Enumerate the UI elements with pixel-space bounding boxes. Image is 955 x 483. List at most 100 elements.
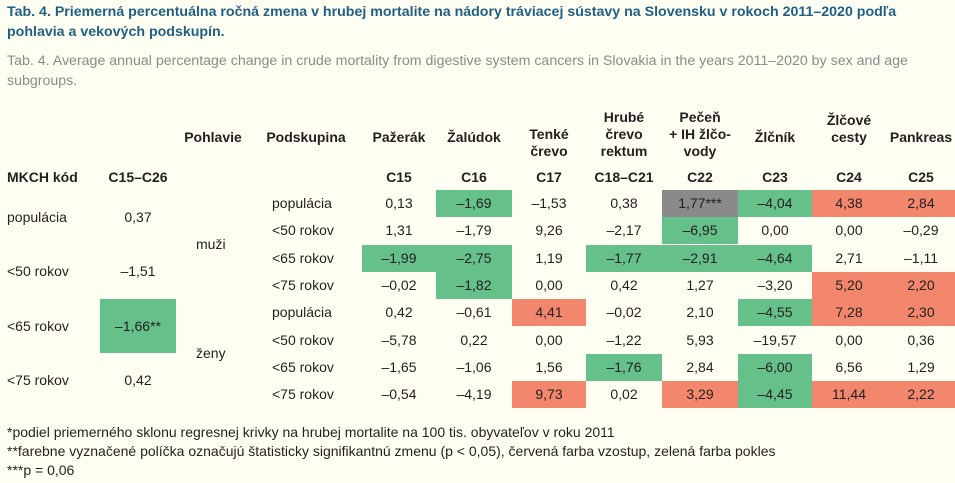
subgroup-label: <50 rokov	[272, 332, 334, 348]
table-cell: –2,17	[606, 222, 642, 238]
code-label: MKCH kód	[7, 169, 78, 185]
table-cell: 0,00	[835, 332, 863, 348]
table-cell: 2,20	[886, 272, 955, 299]
table-cell: –0,29	[903, 222, 939, 238]
table-cell: 1,29	[907, 359, 935, 375]
table-cell: 2,71	[835, 250, 863, 266]
table-cell: 6,56	[835, 359, 863, 375]
table-cell: –6,00	[738, 354, 812, 381]
table-cell: 1,77***	[662, 190, 738, 217]
left-row-label: populácia	[7, 209, 67, 225]
table-title-en: Tab. 4. Average annual percentage change…	[7, 53, 908, 89]
table-cell: –1,69	[436, 190, 512, 217]
header-podskupina: Podskupina	[266, 129, 346, 145]
table-cell: 2,84	[686, 359, 714, 375]
footnote: ***p = 0,06	[7, 462, 75, 478]
sex-female-label: ženy	[196, 345, 226, 361]
table-cell: –4,19	[456, 386, 492, 402]
code-c23: C23	[762, 169, 788, 185]
table-cell: –4,55	[738, 299, 812, 326]
table-cell: –1,77	[586, 245, 662, 272]
subgroup-label: <50 rokov	[272, 222, 334, 238]
table-cell: 0,00	[835, 222, 863, 238]
table-cell: –1,76	[586, 354, 662, 381]
table-cell: 0,36	[907, 332, 935, 348]
left-row-label: <75 rokov	[7, 372, 69, 388]
table-cell: 3,29	[662, 381, 738, 408]
subgroup-label: <75 rokov	[272, 277, 334, 293]
subgroup-label: populácia	[272, 195, 332, 211]
subgroup-label: <65 rokov	[272, 250, 334, 266]
table-cell: –1,79	[456, 222, 492, 238]
table-cell: –2,75	[436, 245, 512, 272]
table-cell: –1,53	[531, 195, 567, 211]
table-cell: 1,27	[686, 277, 714, 293]
left-row-value: 0,37	[124, 209, 152, 225]
table-cell: 9,26	[535, 222, 563, 238]
table-cell: –1,82	[436, 272, 512, 299]
left-row-value: 0,42	[124, 372, 152, 388]
header-c17: Tenké črevo	[529, 126, 569, 159]
table-cell: 1,56	[535, 359, 563, 375]
table-cell: –4,64	[738, 245, 812, 272]
table-cell: 0,22	[460, 332, 488, 348]
left-row-label: <50 rokov	[7, 263, 69, 279]
table-cell: 0,00	[535, 332, 563, 348]
table-cell: –4,04	[738, 190, 812, 217]
code-c22: C22	[687, 169, 713, 185]
table-cell: 0,00	[535, 277, 563, 293]
code-c25: C25	[908, 169, 934, 185]
table-cell: –1,11	[904, 250, 938, 266]
table-cell: 0,42	[385, 304, 413, 320]
table-cell: 0,00	[761, 222, 789, 238]
table-cell: 0,42	[610, 277, 638, 293]
subgroup-label: populácia	[272, 304, 332, 320]
table-cell: –3,20	[757, 277, 793, 293]
header-c18: Hrubé črevo rektum	[600, 109, 648, 159]
subgroup-label: <75 rokov	[272, 386, 334, 402]
header-c25: Pankreas	[889, 129, 953, 145]
table-cell: 1,19	[535, 250, 563, 266]
table-cell: 9,73	[512, 381, 586, 408]
code-c18: C18–C21	[594, 169, 654, 185]
table-cell: –6,95	[662, 217, 738, 244]
table-cell: –19,57	[753, 332, 797, 348]
table-cell: 2,10	[686, 304, 714, 320]
table-cell: 4,41	[512, 299, 586, 326]
code-c17: C17	[536, 169, 562, 185]
table-cell: –2,91	[662, 245, 738, 272]
table-cell: –0,54	[381, 386, 417, 402]
header-c24: Žlčové cesty	[826, 112, 872, 145]
table-cell: –0,61	[456, 304, 492, 320]
table-cell: 1,31	[385, 222, 413, 238]
table-cell: –5,78	[381, 332, 417, 348]
table-cell: 2,30	[886, 299, 955, 326]
header-c16: Žalúdok	[447, 129, 501, 145]
left-row-value: –1,51	[120, 263, 156, 279]
table-cell: –1,65	[381, 359, 417, 375]
code-total: C15–C26	[108, 169, 168, 185]
code-c24: C24	[836, 169, 862, 185]
table-cell: –1,99	[362, 245, 436, 272]
header-pohlavie: Pohlavie	[184, 129, 242, 145]
header-c23: Žlčník	[754, 129, 796, 145]
table-cell: –1,22	[606, 332, 642, 348]
code-c15: C15	[386, 169, 412, 185]
table-cell: 11,44	[812, 381, 886, 408]
table-cell: –1,06	[456, 359, 492, 375]
table-cell: 5,20	[812, 272, 886, 299]
code-c16: C16	[461, 169, 487, 185]
table-title-sk: Tab. 4. Priemerná percentuálna ročná zme…	[7, 4, 897, 40]
left-row-label: <65 rokov	[7, 318, 69, 334]
sex-male-label: muži	[196, 236, 226, 252]
table-cell: 7,28	[812, 299, 886, 326]
table-cell: 4,38	[812, 190, 886, 217]
header-c22: Pečeň + IH žlčo- vody	[669, 109, 731, 159]
table-cell: –4,45	[738, 381, 812, 408]
left-row-value: –1,66**	[100, 299, 176, 353]
table-cell: –0,02	[606, 304, 642, 320]
table-cell: 2,22	[886, 381, 955, 408]
table-cell: 0,38	[610, 195, 638, 211]
table-cell: 5,93	[686, 332, 714, 348]
footnote: **farebne vyznačené políčka označujú šta…	[7, 443, 776, 459]
